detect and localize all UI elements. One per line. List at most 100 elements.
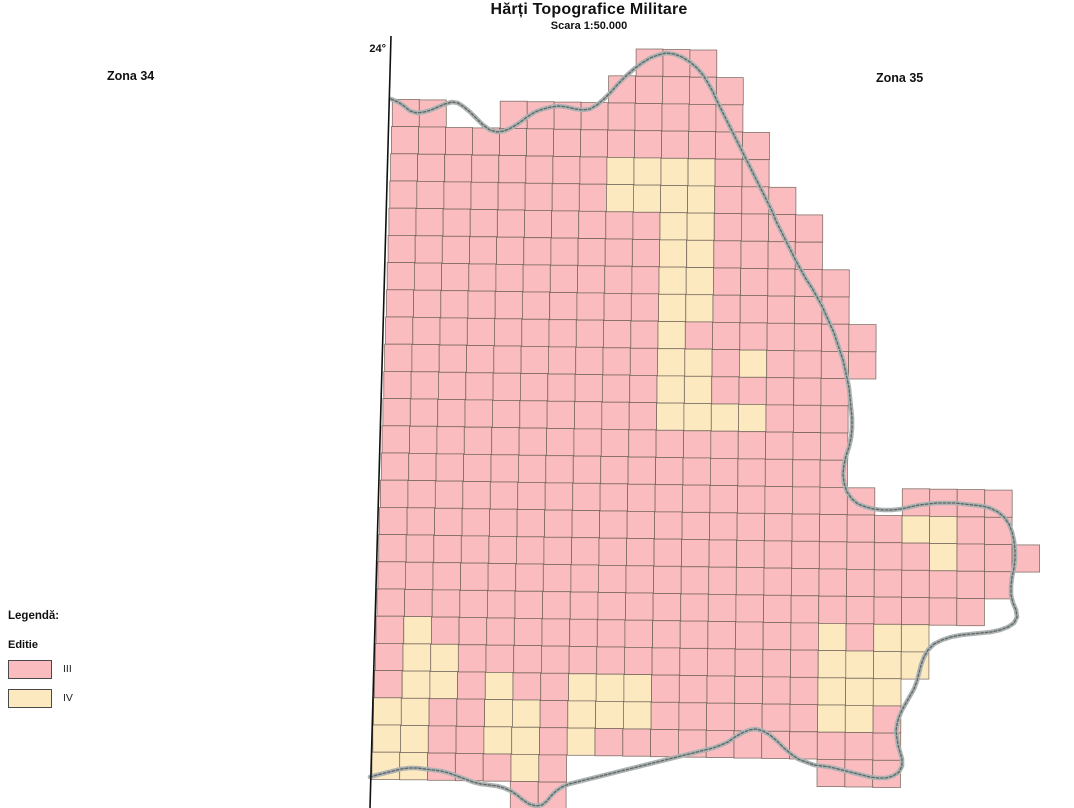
map-sheet-cell bbox=[572, 455, 602, 484]
map-sheet-cell bbox=[541, 618, 571, 647]
map-sheet-cell bbox=[434, 507, 463, 536]
map-sheet-cell bbox=[707, 621, 736, 650]
map-sheet-cell bbox=[493, 345, 522, 374]
map-sheet-cell bbox=[540, 672, 569, 701]
map-sheet-cell bbox=[653, 565, 682, 594]
map-sheet-cell bbox=[631, 266, 660, 295]
map-sheet-cell bbox=[457, 644, 487, 673]
map-sheet-cell bbox=[819, 514, 848, 543]
map-sheet-cell bbox=[901, 542, 930, 571]
map-sheet-cell bbox=[460, 562, 489, 591]
map-sheet-cell bbox=[765, 431, 794, 460]
map-sheet-cell bbox=[574, 401, 603, 430]
map-sheet-cell bbox=[816, 731, 846, 760]
map-sheet-cell bbox=[818, 568, 848, 597]
map-sheet-cell bbox=[680, 593, 709, 622]
map-sheet-cell bbox=[634, 103, 663, 132]
map-sheet-cell bbox=[626, 538, 655, 567]
map-sheet-cell bbox=[678, 675, 708, 704]
map-sheet-cell bbox=[434, 480, 464, 509]
map-sheet-cell bbox=[469, 236, 498, 265]
map-sheet-cell bbox=[680, 566, 710, 595]
map-sheet-cell bbox=[549, 264, 578, 293]
map-sheet-cell bbox=[688, 131, 716, 160]
map-sheet-cell bbox=[928, 570, 958, 599]
map-sheet-cell bbox=[522, 264, 551, 293]
map-sheet-cell bbox=[709, 512, 738, 541]
legend-label: III bbox=[63, 663, 72, 675]
map-sheet-cell bbox=[874, 515, 903, 544]
map-sheet-cell bbox=[682, 484, 711, 513]
map-sheet-cell bbox=[818, 541, 848, 570]
map-sheet-cell bbox=[984, 544, 1013, 573]
map-sheet-cell bbox=[766, 350, 795, 379]
map-sheet-cell bbox=[389, 180, 418, 209]
map-sheet-cell bbox=[604, 238, 633, 267]
map-sheet-cell bbox=[662, 76, 690, 105]
map-sheet-cell bbox=[763, 567, 792, 596]
map-sheet-cell bbox=[572, 482, 601, 511]
map-sheet-cell bbox=[483, 726, 513, 755]
map-sheet-cell bbox=[595, 701, 624, 730]
map-sheet-cell bbox=[466, 345, 495, 374]
map-sheet-cell bbox=[707, 648, 736, 677]
map-sheet-cell bbox=[495, 263, 524, 292]
map-sheet-cell bbox=[901, 569, 930, 598]
map-sheet-cell bbox=[539, 727, 568, 756]
meridian-label: 24° bbox=[369, 43, 386, 55]
map-sheet-cell bbox=[627, 456, 656, 485]
map-sheet-cell bbox=[956, 543, 985, 572]
map-sheet-cell bbox=[764, 486, 793, 515]
map-sheet-cell bbox=[708, 566, 737, 595]
map-sheet-cell bbox=[656, 402, 685, 431]
map-sheet-cell bbox=[385, 289, 414, 318]
map-sheet-cell bbox=[489, 508, 518, 537]
map-sheet-cell bbox=[714, 185, 743, 214]
map-sheet-cell bbox=[686, 239, 715, 268]
map-sheet-cell bbox=[625, 565, 655, 594]
map-sheet-cell bbox=[400, 697, 430, 726]
map-sheet-cell bbox=[498, 155, 527, 184]
map-sheet-cell bbox=[430, 643, 459, 672]
map-sheet-cell bbox=[630, 320, 659, 349]
map-sheet-cell bbox=[542, 591, 571, 620]
map-sheet-cell bbox=[681, 512, 710, 541]
map-sheet-cell bbox=[713, 267, 742, 296]
map-sheet-cell bbox=[984, 571, 1013, 600]
map-sheet-cell bbox=[388, 207, 417, 236]
map-sheet-cell bbox=[793, 404, 822, 433]
map-sheet-cell bbox=[575, 346, 604, 375]
map-sheet-cell bbox=[512, 672, 542, 701]
map-sheet-cell bbox=[629, 347, 658, 376]
map-sheet-cell bbox=[956, 570, 985, 599]
map-sheet-cell bbox=[817, 677, 847, 706]
map-sheet-cell bbox=[372, 724, 401, 753]
map-sheet-cell bbox=[373, 697, 402, 726]
map-sheet-cell bbox=[444, 154, 473, 183]
map-sheet-cell bbox=[818, 595, 847, 624]
map-sheet-cell bbox=[706, 702, 735, 731]
map-sheet-cell bbox=[734, 648, 764, 677]
map-sheet-cell bbox=[465, 372, 494, 401]
map-sheet-cell bbox=[436, 426, 465, 455]
map-sheet-cell bbox=[872, 678, 902, 707]
map-sheet-cell bbox=[459, 590, 488, 619]
map-sheet-cell bbox=[410, 371, 439, 400]
map-sheet-cell bbox=[819, 486, 848, 515]
map-sheet-cell bbox=[491, 399, 521, 428]
map-sheet-cell bbox=[580, 129, 608, 158]
legend-subtitle: Editie bbox=[8, 639, 38, 651]
map-sheet-cell bbox=[571, 537, 600, 566]
map-sheet-cell bbox=[901, 515, 930, 544]
map-sheet-cell bbox=[628, 402, 658, 431]
map-sheet-cell bbox=[596, 619, 626, 648]
legend-title: Legendă: bbox=[8, 610, 60, 622]
map-sheet-cell bbox=[594, 728, 624, 757]
map-sheet-cell bbox=[567, 700, 596, 729]
map-sheet-cell bbox=[462, 481, 491, 510]
map-sheet-cell bbox=[542, 564, 572, 593]
map-sheet-cell bbox=[684, 321, 713, 350]
map-sheet-cell bbox=[736, 540, 765, 569]
map-sheet-cell bbox=[548, 346, 577, 375]
